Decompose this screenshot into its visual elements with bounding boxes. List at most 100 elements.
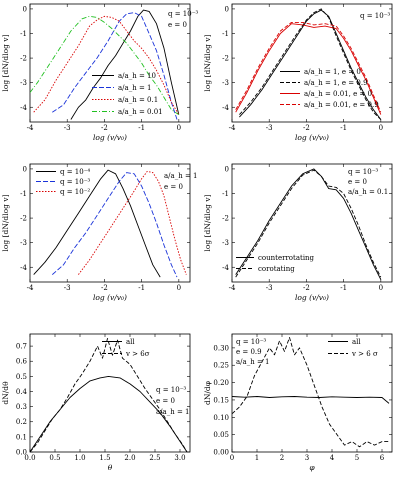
legend: a/a_h = 10 a/a_h = 1 a/a_h = 0.1 a/a_h = 0.… [92,72,163,116]
y-tick-label: -4 [222,104,229,112]
annotation: e = 0 [348,178,367,186]
y-axis-label: dN/dθ [1,381,10,405]
legend: q = 10⁻⁴ q = 10⁻³ q = 10⁻² [36,168,90,196]
y-axis-label: log [dN/dlog v] [1,34,10,91]
annotation: e = 0 [164,183,183,191]
y-tick-label: -1 [222,30,229,38]
y-tick-label: 0.30 [213,344,229,352]
x-tick-label: -4 [27,284,34,292]
plot-frame [231,163,393,283]
series-line-4 [30,15,180,115]
y-tick-label: -1 [222,190,229,198]
annotation: q = 10⁻³ [360,12,390,20]
legend-label: q = 10⁻⁴ [60,168,90,176]
x-tick-label: 0 [177,124,181,132]
x-tick-label: -4 [229,284,236,292]
series-line-2 [239,8,382,120]
legend-label: v > 6σ [125,350,150,358]
y-tick-label: 0 [225,5,229,13]
y-tick-label: -2 [222,55,229,63]
chart-panel-6: 0 1 2 3 4 5 6 0.00 0.05 0.10 0.15 0.20 0.25 0.30 φ dN/d… [203,333,393,472]
y-tick-label: 0.20 [213,379,229,387]
x-tick-label: 0 [177,284,181,292]
x-axis-label: log (v/v₀) [295,293,329,302]
plot-frame [29,3,191,123]
y-tick-label: -3 [222,79,229,87]
x-axis-label: φ [309,463,315,472]
chart-panel-5: 0.0 0.5 1.0 1.5 2.0 2.5 3.0 0.0 0.1 0.2 0.3 0.4 0.5 0… [1,333,191,472]
chart-panel-1: -4 -3 -2 -1 0 0 -1 -2 -3 -4 log (v/v₀) log [dN/dlog… [1,3,198,142]
y-tick-label: 0.6 [16,358,28,366]
annotation: e = 0.9 [236,348,262,356]
y-tick-label: 0.10 [213,414,229,422]
x-tick-label: -2 [101,124,108,132]
annotation: e = 0 [156,397,175,405]
y-tick-label: -4 [20,104,27,112]
legend-label: a/a_h = 0.01 [118,108,163,116]
series-line-3 [235,23,382,115]
x-tick-label: 2.0 [124,454,135,462]
x-tick-label: -4 [27,124,34,132]
y-tick-label: -3 [222,239,229,247]
legend-label: v > 6 σ [351,350,378,358]
x-tick-label: -3 [266,284,273,292]
series-group [235,168,382,280]
y-tick-label: 0.7 [16,343,27,351]
x-tick-label: 5 [355,454,359,462]
legend-label: all [126,338,135,346]
x-tick-label: -1 [138,284,145,292]
legend-label: q = 10⁻² [60,188,90,196]
series-group [235,8,382,120]
series-line-2 [30,338,188,452]
y-tick-label: -2 [222,215,229,223]
y-tick-label: -3 [20,239,27,247]
legend-label: a/a_h = 0.01, e = 0 [304,90,372,98]
series-line-2 [52,172,178,278]
series-line-1 [30,375,188,452]
y-axis-label: log [dN/dlog v] [203,194,212,251]
chart-panel-3: -4 -3 -2 -1 0 0 -1 -2 -3 -4 log (v/v₀) log [dN/dlog… [1,163,197,302]
series-line-4 [235,21,382,113]
annotation: q = 10⁻³ [348,168,378,176]
y-tick-label: 0.15 [213,396,229,404]
series-line-2 [232,337,389,448]
legend-label: a/a_h = 1 [118,84,151,92]
x-tick-label: 2 [280,454,284,462]
x-axis-label: log (v/v₀) [295,133,329,142]
chart-panel-4: -4 -3 -2 -1 0 0 -1 -2 -3 -4 log (v/v₀) log [dN/dlog… [203,163,393,302]
y-tick-label: -2 [20,55,27,63]
legend-label: a/a_h = 10 [118,72,156,80]
y-tick-label: 0.05 [213,431,229,439]
x-tick-label: -2 [303,284,310,292]
x-tick-label: -2 [303,124,310,132]
x-tick-label: -3 [266,124,273,132]
y-tick-label: 0.0 [16,449,27,457]
x-tick-label: 0 [230,454,234,462]
y-tick-label: 0.00 [213,449,229,457]
y-tick-label: -1 [20,190,27,198]
x-tick-label: 0 [379,124,383,132]
series-line-3 [33,15,180,115]
x-tick-label: 4 [330,454,335,462]
y-tick-label: 0.5 [16,373,27,381]
x-tick-label: 0.5 [49,454,60,462]
y-axis-label: log [dN/dlog v] [203,34,212,91]
y-tick-label: -4 [222,264,229,272]
annotation: a/a_h = 1 [236,358,269,366]
y-tick-label: -3 [20,79,27,87]
x-tick-label: 0.0 [24,454,35,462]
x-tick-label: -2 [101,284,108,292]
annotation: q = 10⁻³ [168,10,198,18]
series-line-1 [33,169,161,278]
y-tick-label: 0 [225,165,229,173]
y-tick-label: 0 [23,165,27,173]
series-line-3 [78,170,187,275]
x-tick-label: -1 [340,124,347,132]
x-tick-label: 1.0 [74,454,85,462]
series-line-2 [235,169,382,278]
annotation: e = 0 [168,21,187,29]
legend-label: a/a_h = 0.1 [118,96,158,104]
y-tick-label: 0 [23,5,27,13]
x-tick-label: 0 [379,284,383,292]
